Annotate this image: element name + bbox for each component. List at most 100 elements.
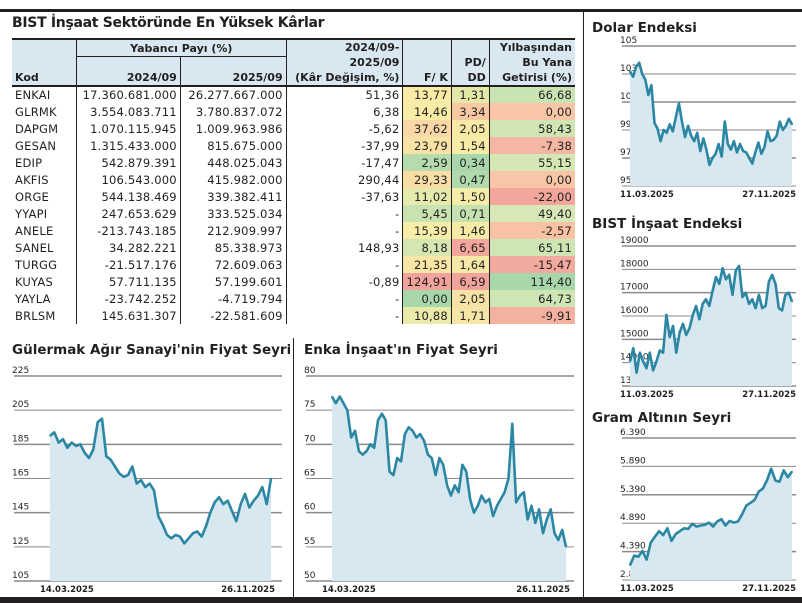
chart-title: Enka İnşaat'ın Fiyat Seyri <box>304 341 498 358</box>
data-point <box>681 120 683 123</box>
x-start-label: 11.03.2025 <box>620 190 674 200</box>
data-point <box>769 140 772 142</box>
cell-fk: 23,79 <box>402 137 452 154</box>
y-tick-label: 4.390 <box>620 542 646 552</box>
y-tick-label: 97 <box>620 148 631 158</box>
data-point <box>388 470 391 473</box>
area-fill <box>630 468 792 580</box>
data-point <box>644 78 647 81</box>
data-point <box>218 496 220 499</box>
data-point <box>737 520 739 523</box>
cell-ytd: 55,15 <box>488 154 575 171</box>
gulermak-chart: Gülermak Ağır Sanayi'nin Fiyat Seyri 225 2… <box>12 342 290 595</box>
cell-fk: 21,35 <box>402 256 452 273</box>
bottom-rule <box>0 597 802 603</box>
data-point <box>461 464 464 466</box>
cell-kar: - <box>285 205 403 222</box>
x-start-label: 11.03.2025 <box>620 584 674 594</box>
table-row: SANEL 34.282.221 85.338.973 148,93 8,18 6,65 6… <box>12 239 575 256</box>
data-point <box>183 542 186 545</box>
cell-y2025: 815.675.000 <box>179 137 287 154</box>
data-point <box>434 474 437 476</box>
data-point <box>222 503 225 505</box>
data-point <box>415 436 418 439</box>
data-point <box>714 153 717 155</box>
data-point <box>118 472 121 475</box>
y-tick-label: 205 <box>12 400 29 410</box>
data-point <box>635 371 638 374</box>
data-point <box>635 66 637 68</box>
data-point <box>662 351 664 354</box>
x-end-label: 27.11.2025 <box>742 190 796 200</box>
cell-ytd: -2,57 <box>488 222 575 239</box>
data-point <box>369 443 372 446</box>
data-point <box>127 474 129 476</box>
data-point <box>519 494 521 497</box>
cell-kod: YAYLA <box>15 291 51 306</box>
data-point <box>659 140 662 142</box>
cell-kar: -37,63 <box>285 188 403 205</box>
data-point <box>745 151 747 154</box>
data-point <box>782 469 785 472</box>
x-start-label: 14.03.2025 <box>322 585 376 595</box>
data-point <box>354 429 356 432</box>
data-point <box>698 318 701 321</box>
earnings-table: Kod Yabancı Payı (%) 2024/09- 2025/09 (Kâr… <box>12 38 575 324</box>
data-point <box>261 486 264 488</box>
data-point <box>668 123 671 126</box>
data-point <box>170 537 173 540</box>
data-point <box>122 475 125 478</box>
bottom-divider <box>293 338 294 597</box>
y-tick-label: 50 <box>304 571 316 581</box>
data-point <box>411 429 414 432</box>
data-point <box>209 511 212 514</box>
data-point <box>749 501 752 504</box>
cell-kar: - <box>285 256 403 273</box>
cell-kar: - <box>285 290 403 307</box>
data-point <box>75 445 77 447</box>
data-point <box>748 302 750 305</box>
table-row: ENKAI 17.360.681.000 26.277.667.000 51,36 13… <box>12 86 575 103</box>
table-row: YYAPI 247.653.629 333.525.034-5,45 0,71 49,4… <box>12 205 575 222</box>
table-row: KUYAS 57.711.135 57.199.601 -0,89 124,91 6,59… <box>12 273 575 290</box>
data-point <box>658 349 661 352</box>
data-point <box>131 465 134 468</box>
data-point <box>430 457 433 459</box>
y-tick-label: 99 <box>620 120 632 130</box>
data-point <box>734 269 737 272</box>
data-point <box>248 506 251 509</box>
data-point <box>764 305 767 307</box>
data-point <box>57 441 60 444</box>
data-point <box>252 499 255 502</box>
data-point <box>751 298 754 301</box>
data-point <box>419 433 422 435</box>
data-point <box>753 499 756 501</box>
data-point <box>377 419 379 422</box>
data-point <box>654 536 656 538</box>
data-point <box>692 314 694 316</box>
data-point <box>701 302 704 305</box>
data-point <box>96 421 99 423</box>
data-point <box>711 157 714 159</box>
table-row: AKFIS 106.543.000 415.982.000 290,44 29,33 0,… <box>12 171 575 188</box>
cell-y2024: -21.517.176 <box>75 256 181 273</box>
bist-insaat-chart: BIST İnşaat Endeksi 19000 18000 17000 16000 1… <box>592 215 796 400</box>
cell-ytd: -7,38 <box>488 137 575 154</box>
data-point <box>699 150 702 152</box>
data-point <box>745 504 748 507</box>
cell-kod: TURGG <box>15 257 58 272</box>
data-point <box>742 150 744 152</box>
y-tick-label: 6.390 <box>620 428 646 438</box>
data-point <box>338 395 341 398</box>
data-point <box>711 289 714 292</box>
data-point <box>725 278 727 281</box>
data-point <box>791 300 793 303</box>
data-point <box>637 555 640 558</box>
data-point <box>720 155 723 158</box>
data-point <box>488 498 491 500</box>
data-point <box>715 276 717 278</box>
data-point <box>703 524 706 526</box>
data-point <box>758 294 760 296</box>
data-point <box>778 120 781 123</box>
data-point <box>105 455 108 458</box>
